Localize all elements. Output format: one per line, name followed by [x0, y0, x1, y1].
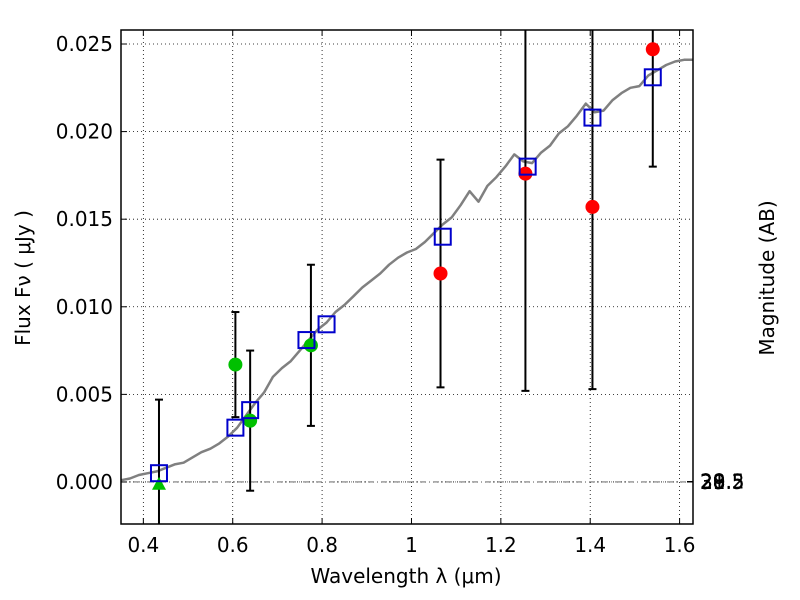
model-point-square	[149, 464, 168, 483]
model-spectrum-curve	[120, 58, 693, 482]
model-point-square	[643, 68, 662, 87]
model-point-square	[518, 157, 537, 176]
y2-tick-label: 30	[700, 470, 725, 494]
y-tick-label: 0.000	[56, 470, 113, 494]
model-spectrum-line	[120, 58, 693, 482]
y-tick-label: 0.025	[56, 32, 113, 56]
data-point-circle	[228, 357, 243, 372]
x-tick-label: 0.4	[127, 533, 159, 557]
model-point-square	[297, 331, 316, 350]
x-tick-label: 1	[405, 533, 418, 557]
model-point-square	[317, 315, 336, 334]
y-tick-label: 0.020	[56, 120, 113, 144]
y-tick-label: 0.005	[56, 382, 113, 406]
axis-ticks	[121, 30, 693, 524]
y2-tick-label: 29.5	[700, 470, 745, 494]
x-tick-label: 0.8	[306, 533, 338, 557]
y2-tick-label: 28	[700, 470, 725, 494]
x-tick-label: 1.4	[574, 533, 606, 557]
model-point-square	[433, 227, 452, 246]
x-tick-label: 1.6	[664, 533, 696, 557]
data-point-circle	[303, 338, 318, 353]
model-point-square	[241, 401, 260, 420]
data-point-triangle	[151, 476, 166, 490]
data-point-circle	[645, 42, 660, 57]
y2-tick-label: 29	[700, 470, 725, 494]
error-bars	[154, 30, 657, 524]
x-tick-label: 1.2	[485, 533, 517, 557]
data-point-circle	[585, 199, 600, 214]
model-point-square	[583, 108, 602, 127]
y2-tick-label: 28.5	[700, 470, 745, 494]
x-axis-label: Wavelength λ (μm)	[310, 564, 501, 588]
y2-axis-label: Magnitude (AB)	[755, 200, 779, 355]
y-tick-labels: 0.000 0.005 0.010 0.015 0.020 0.025	[56, 32, 113, 494]
grid-lines	[121, 30, 693, 524]
data-point-circle	[243, 413, 258, 428]
y-tick-label: 0.015	[56, 207, 113, 231]
x-tick-label: 0.6	[217, 533, 249, 557]
data-markers	[149, 42, 662, 490]
y2-tick-label: 28.2	[700, 470, 745, 494]
model-point-square	[226, 418, 245, 437]
data-point-circle	[433, 266, 448, 281]
y2-tick-label: 31	[700, 470, 725, 494]
y-axis-label: Flux Fν ( μJy )	[11, 210, 35, 346]
x-tick-labels: 0.4 0.6 0.8 1 1.2 1.4 1.6	[127, 533, 695, 557]
y-tick-label: 0.010	[56, 295, 113, 319]
plot-frame	[120, 29, 694, 525]
